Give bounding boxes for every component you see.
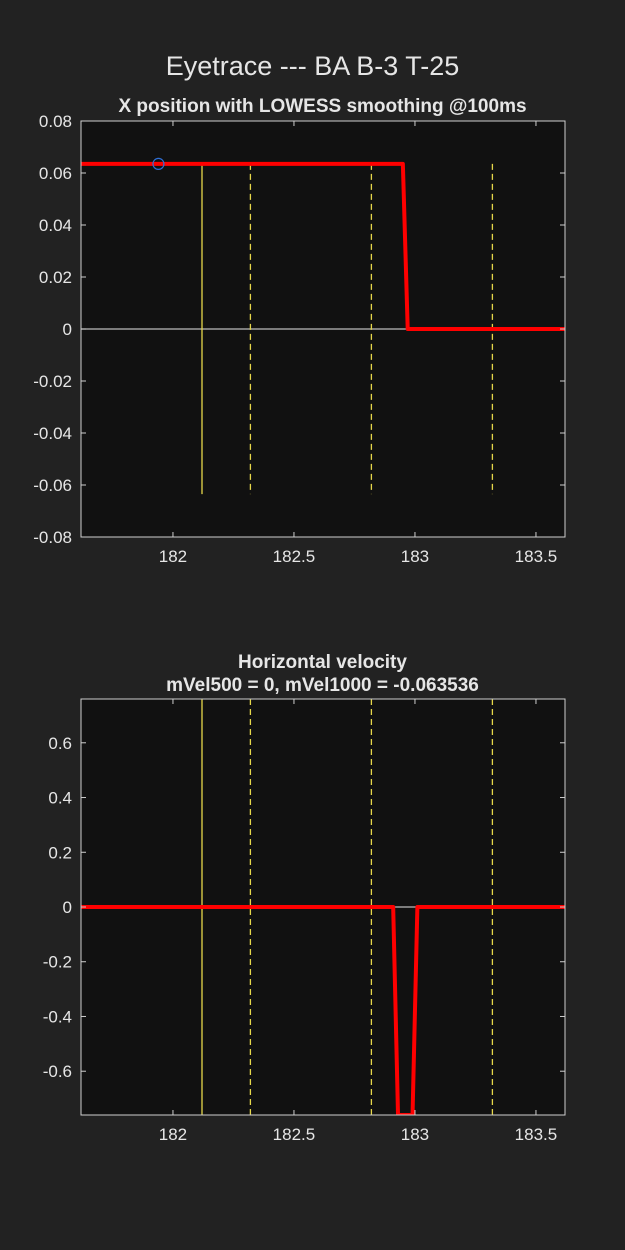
- velocity-plot-title: Horizontal velocity: [238, 652, 407, 673]
- velocity-plot-y-tick-label: 0: [63, 898, 72, 917]
- velocity-plot-subtitle: mVel500 = 0, mVel1000 = -0.063536: [166, 675, 479, 696]
- velocity-plot-x-tick-label: 182: [159, 1125, 187, 1144]
- velocity-plot: Horizontal velocity mVel500 = 0, mVel100…: [43, 652, 566, 1144]
- position-plot-y-tick-label: 0.08: [39, 112, 72, 131]
- position-plot-y-tick-label: 0.06: [39, 164, 72, 183]
- position-plot-series-line-0: [81, 161, 565, 331]
- velocity-plot-y-tick-label: -0.2: [43, 953, 72, 972]
- velocity-plot-y-tick-label: -0.6: [43, 1062, 72, 1081]
- velocity-plot-x-tick-label: 183.5: [515, 1125, 558, 1144]
- position-plot-y-tick-label: -0.08: [33, 528, 72, 547]
- position-plot-title: X position with LOWESS smoothing @100ms: [118, 96, 526, 117]
- velocity-plot-y-tick-label: 0.2: [48, 843, 72, 862]
- velocity-plot-x-tick-label: 183: [401, 1125, 429, 1144]
- figure-title: Eyetrace --- BA B-3 T-25: [166, 51, 460, 81]
- velocity-plot-x-tick-label: 182.5: [273, 1125, 316, 1144]
- position-plot-x-tick-label: 182: [159, 547, 187, 566]
- position-plot-x-tick-label: 182.5: [273, 547, 316, 566]
- position-plot-plot-area: [81, 157, 565, 495]
- position-plot-x-tick-label: 183: [401, 547, 429, 566]
- position-plot-marker-0: [152, 157, 165, 170]
- velocity-plot-y-tick-label: -0.4: [43, 1007, 72, 1026]
- velocity-plot-y-tick-label: 0.6: [48, 734, 72, 753]
- position-plot-y-tick-label: -0.02: [33, 372, 72, 391]
- position-plot-y-tick-label: -0.06: [33, 476, 72, 495]
- velocity-plot-series-line-0: [81, 905, 565, 1115]
- position-plot-x-tick-label: 183.5: [515, 547, 558, 566]
- velocity-plot-y-tick-label: 0.4: [48, 789, 72, 808]
- position-plot-y-tick-label: -0.04: [33, 424, 72, 443]
- velocity-plot-plot-area: [81, 699, 565, 1115]
- position-plot-y-tick-label: 0.04: [39, 216, 72, 235]
- position-plot-y-tick-label: 0.02: [39, 268, 72, 287]
- position-plot: X position with LOWESS smoothing @100ms …: [33, 96, 566, 566]
- position-plot-y-tick-label: 0: [63, 320, 72, 339]
